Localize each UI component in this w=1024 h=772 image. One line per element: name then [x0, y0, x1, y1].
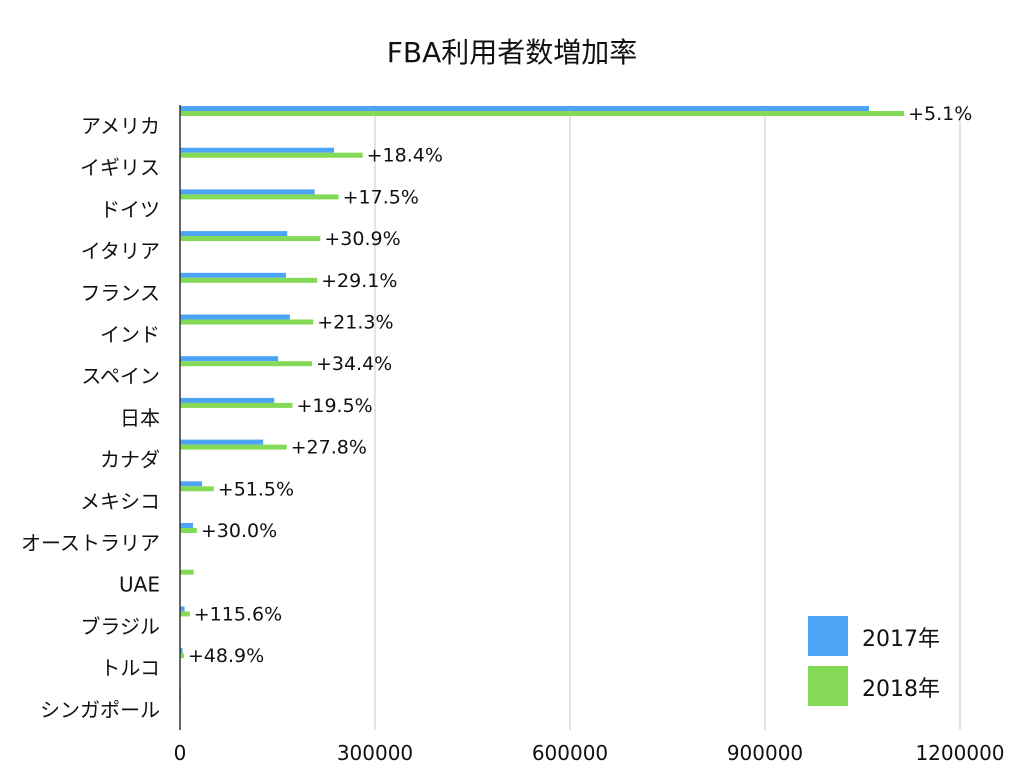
bar-2017	[180, 439, 264, 445]
bar-2018	[180, 528, 197, 533]
category-label: イタリア	[81, 239, 160, 263]
bar-2018	[180, 569, 194, 575]
bars	[180, 106, 905, 700]
bar-2018	[180, 277, 318, 283]
category-labels: アメリカイギリスドイツイタリアフランスインドスペイン日本カナダメキシコオーストラ…	[21, 114, 160, 722]
bar-2018	[180, 111, 905, 116]
grid-lines	[374, 105, 961, 730]
bar-2018	[180, 236, 321, 242]
category-label: カナダ	[100, 448, 160, 472]
bar-2017	[180, 147, 335, 153]
bar-2018	[180, 361, 312, 367]
bar-2017	[180, 231, 288, 237]
data-label: +17.5%	[343, 186, 419, 208]
data-label: +34.4%	[316, 353, 392, 375]
bar-2018	[180, 402, 293, 408]
x-tick-label: 0	[174, 741, 187, 765]
data-label: +29.1%	[321, 270, 397, 292]
category-label: ドイツ	[100, 197, 160, 221]
x-tick-labels: 0 300000 600000 900000 1200000	[174, 741, 1005, 765]
category-label: スペイン	[81, 364, 160, 388]
category-label: ブラジル	[80, 614, 160, 638]
bar-2018	[180, 653, 184, 659]
data-label: +19.5%	[296, 395, 372, 417]
data-label: +30.9%	[324, 228, 400, 250]
bar-2017	[180, 481, 203, 487]
x-tick-label: 900000	[727, 741, 803, 765]
data-label: +115.6%	[194, 603, 282, 625]
category-label: トルコ	[100, 656, 160, 680]
bar-2017	[180, 314, 290, 320]
data-label: +27.8%	[291, 437, 367, 459]
category-label: シンガポール	[40, 698, 160, 722]
category-label: 日本	[120, 406, 160, 430]
category-label: アメリカ	[81, 114, 160, 138]
bar-2017	[180, 648, 183, 654]
data-labels: +5.1% +18.4% +17.5% +30.9% +29.1% +21.3% +34.4…	[188, 103, 972, 667]
bar-2017	[180, 272, 286, 278]
bar-2017	[180, 397, 275, 403]
legend-swatch-2018	[808, 666, 848, 706]
chart-title: FBA利用者数増加率	[387, 36, 637, 69]
data-label: +48.9%	[188, 645, 264, 667]
category-label: UAE	[119, 573, 160, 597]
category-label: インド	[100, 323, 160, 347]
data-label: +18.4%	[367, 145, 443, 167]
category-label: メキシコ	[80, 489, 160, 513]
bar-2018	[180, 319, 314, 325]
x-tick-label: 1200000	[915, 741, 1004, 765]
category-label: フランス	[80, 281, 160, 305]
category-label: イギリス	[80, 156, 160, 180]
data-label: +51.5%	[218, 478, 294, 500]
bar-2017	[180, 606, 185, 612]
bar-2018	[180, 444, 287, 450]
data-label: +5.1%	[908, 103, 972, 125]
category-label: オーストラリア	[21, 531, 160, 555]
data-label: +21.3%	[317, 312, 393, 334]
bar-2017	[180, 356, 279, 362]
bar-2018	[180, 194, 339, 200]
bar-2018	[180, 152, 363, 158]
bar-2017	[180, 189, 315, 195]
bar-2018	[180, 486, 214, 492]
x-tick-label: 300000	[337, 741, 413, 765]
legend-label-2018: 2018年	[862, 677, 940, 702]
legend-swatch-2017	[808, 616, 848, 656]
bar-2018	[180, 611, 190, 617]
bar-2017	[180, 523, 193, 528]
x-tick-label: 600000	[532, 741, 608, 765]
legend: 2017年 2018年	[808, 616, 940, 706]
data-label: +30.0%	[201, 520, 277, 542]
legend-label-2017: 2017年	[862, 627, 940, 652]
bar-2017	[180, 106, 869, 111]
